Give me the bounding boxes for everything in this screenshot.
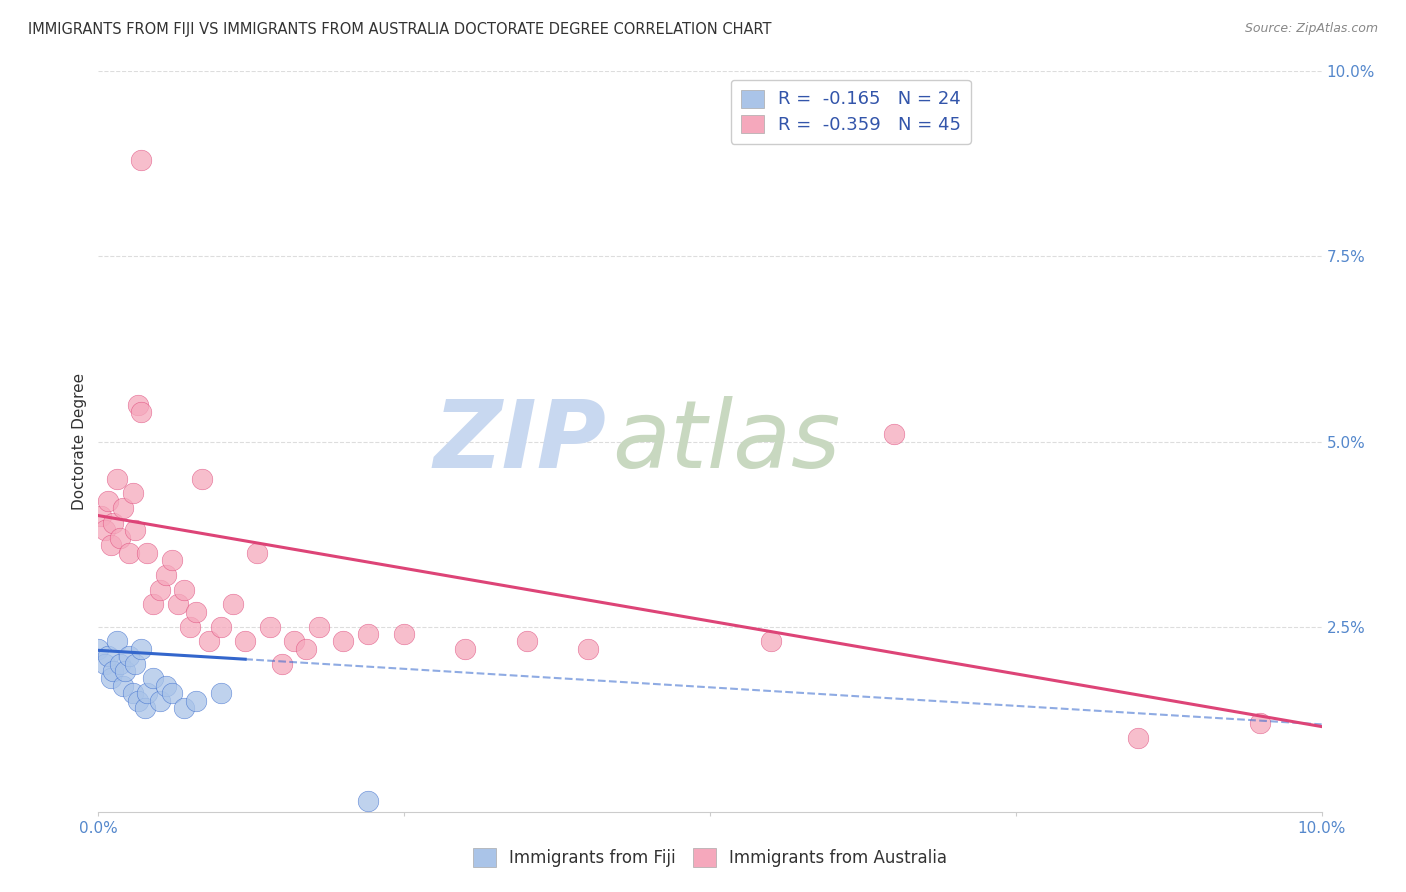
Point bbox=[246, 546, 269, 560]
Point bbox=[191, 471, 214, 485]
Point bbox=[110, 657, 132, 671]
Point bbox=[160, 686, 183, 700]
Point bbox=[110, 531, 132, 545]
Text: IMMIGRANTS FROM FIJI VS IMMIGRANTS FROM AUSTRALIA DOCTORATE DEGREE CORRELATION C: IMMIGRANTS FROM FIJI VS IMMIGRANTS FROM … bbox=[28, 22, 772, 37]
Text: ZIP: ZIP bbox=[433, 395, 606, 488]
Point bbox=[209, 619, 232, 633]
Point bbox=[114, 664, 136, 678]
Point bbox=[136, 686, 159, 700]
Point bbox=[295, 641, 318, 656]
Point bbox=[576, 641, 599, 656]
Point bbox=[136, 546, 159, 560]
Point bbox=[167, 598, 190, 612]
Point bbox=[121, 486, 143, 500]
Point bbox=[134, 701, 156, 715]
Point bbox=[149, 582, 172, 597]
Point bbox=[111, 501, 134, 516]
Point bbox=[160, 553, 183, 567]
Point bbox=[883, 427, 905, 442]
Point bbox=[111, 679, 134, 693]
Text: atlas: atlas bbox=[612, 396, 841, 487]
Point bbox=[101, 664, 124, 678]
Y-axis label: Doctorate Degree: Doctorate Degree bbox=[72, 373, 87, 510]
Point bbox=[155, 679, 177, 693]
Point bbox=[87, 641, 110, 656]
Point bbox=[761, 634, 783, 648]
Point bbox=[105, 634, 128, 648]
Point bbox=[100, 672, 122, 686]
Point bbox=[155, 567, 177, 582]
Point bbox=[149, 694, 172, 708]
Point bbox=[93, 524, 115, 538]
Point bbox=[209, 686, 232, 700]
Point bbox=[222, 598, 245, 612]
Point bbox=[127, 398, 149, 412]
Point bbox=[270, 657, 294, 671]
Legend: Immigrants from Fiji, Immigrants from Australia: Immigrants from Fiji, Immigrants from Au… bbox=[465, 842, 955, 874]
Point bbox=[1128, 731, 1150, 745]
Point bbox=[129, 405, 152, 419]
Point bbox=[129, 153, 152, 168]
Point bbox=[129, 641, 152, 656]
Text: Source: ZipAtlas.com: Source: ZipAtlas.com bbox=[1244, 22, 1378, 36]
Point bbox=[186, 694, 208, 708]
Point bbox=[121, 686, 143, 700]
Point bbox=[516, 634, 538, 648]
Point bbox=[283, 634, 305, 648]
Point bbox=[101, 516, 124, 530]
Point bbox=[259, 619, 281, 633]
Point bbox=[124, 657, 146, 671]
Point bbox=[186, 605, 208, 619]
Point bbox=[97, 649, 120, 664]
Point bbox=[392, 627, 416, 641]
Point bbox=[356, 627, 378, 641]
Point bbox=[197, 634, 219, 648]
Point bbox=[118, 546, 141, 560]
Point bbox=[356, 794, 378, 808]
Point bbox=[97, 493, 120, 508]
Point bbox=[105, 471, 128, 485]
Point bbox=[233, 634, 256, 648]
Point bbox=[142, 672, 165, 686]
Point bbox=[1250, 715, 1272, 730]
Point bbox=[308, 619, 330, 633]
Point bbox=[142, 598, 165, 612]
Point bbox=[179, 619, 201, 633]
Point bbox=[124, 524, 146, 538]
Point bbox=[332, 634, 354, 648]
Point bbox=[454, 641, 477, 656]
Point bbox=[127, 694, 149, 708]
Point bbox=[118, 649, 141, 664]
Point bbox=[173, 701, 195, 715]
Point bbox=[90, 508, 112, 523]
Point bbox=[173, 582, 195, 597]
Point bbox=[100, 538, 122, 552]
Point bbox=[93, 657, 115, 671]
